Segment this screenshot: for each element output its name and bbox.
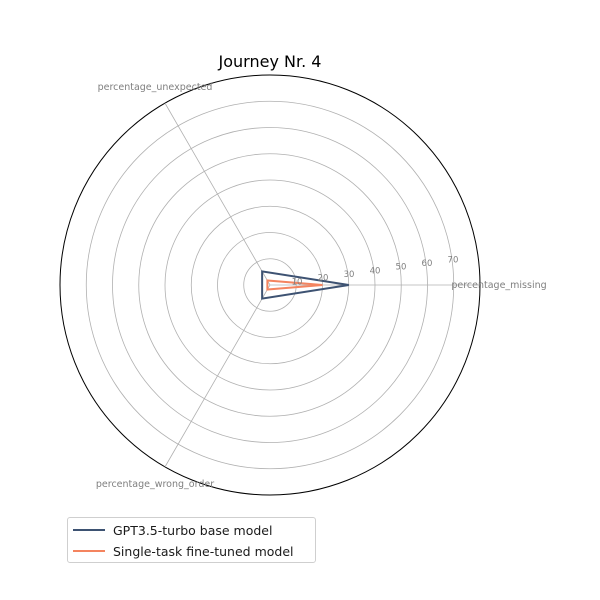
series-line-gpt35	[261, 270, 349, 300]
spoke-percentage_wrong_order	[164, 284, 271, 468]
axis-label-percentage_wrong_order: percentage_wrong_order	[96, 479, 214, 490]
radial-tick-label-70: 70	[448, 255, 459, 265]
legend-item-gpt35: GPT3.5-turbo base model	[73, 520, 272, 540]
axis-label-percentage_missing: percentage_missing	[451, 280, 546, 291]
radial-tick-label-60: 60	[422, 259, 433, 269]
radial-tick-label-50: 50	[396, 263, 407, 273]
series-line-finetuned	[266, 279, 323, 291]
legend-swatch-gpt35	[73, 529, 105, 531]
radial-tick-label-10: 10	[292, 277, 303, 287]
radial-tick-label-30: 30	[344, 270, 355, 280]
legend-label-gpt35: GPT3.5-turbo base model	[113, 522, 273, 538]
legend-swatch-finetuned	[73, 550, 105, 552]
axis-label-percentage_unexpected: percentage_unexpected	[98, 82, 213, 93]
radial-tick-label-20: 20	[318, 274, 329, 284]
spoke-percentage_unexpected	[164, 102, 271, 286]
legend-item-finetuned: Single-task fine-tuned model	[73, 541, 294, 561]
chart-title: Journey Nr. 4	[218, 52, 322, 71]
legend-label-finetuned: Single-task fine-tuned model	[113, 543, 294, 559]
legend: GPT3.5-turbo base model Single-task fine…	[67, 517, 316, 563]
radial-tick-label-40: 40	[370, 266, 381, 276]
